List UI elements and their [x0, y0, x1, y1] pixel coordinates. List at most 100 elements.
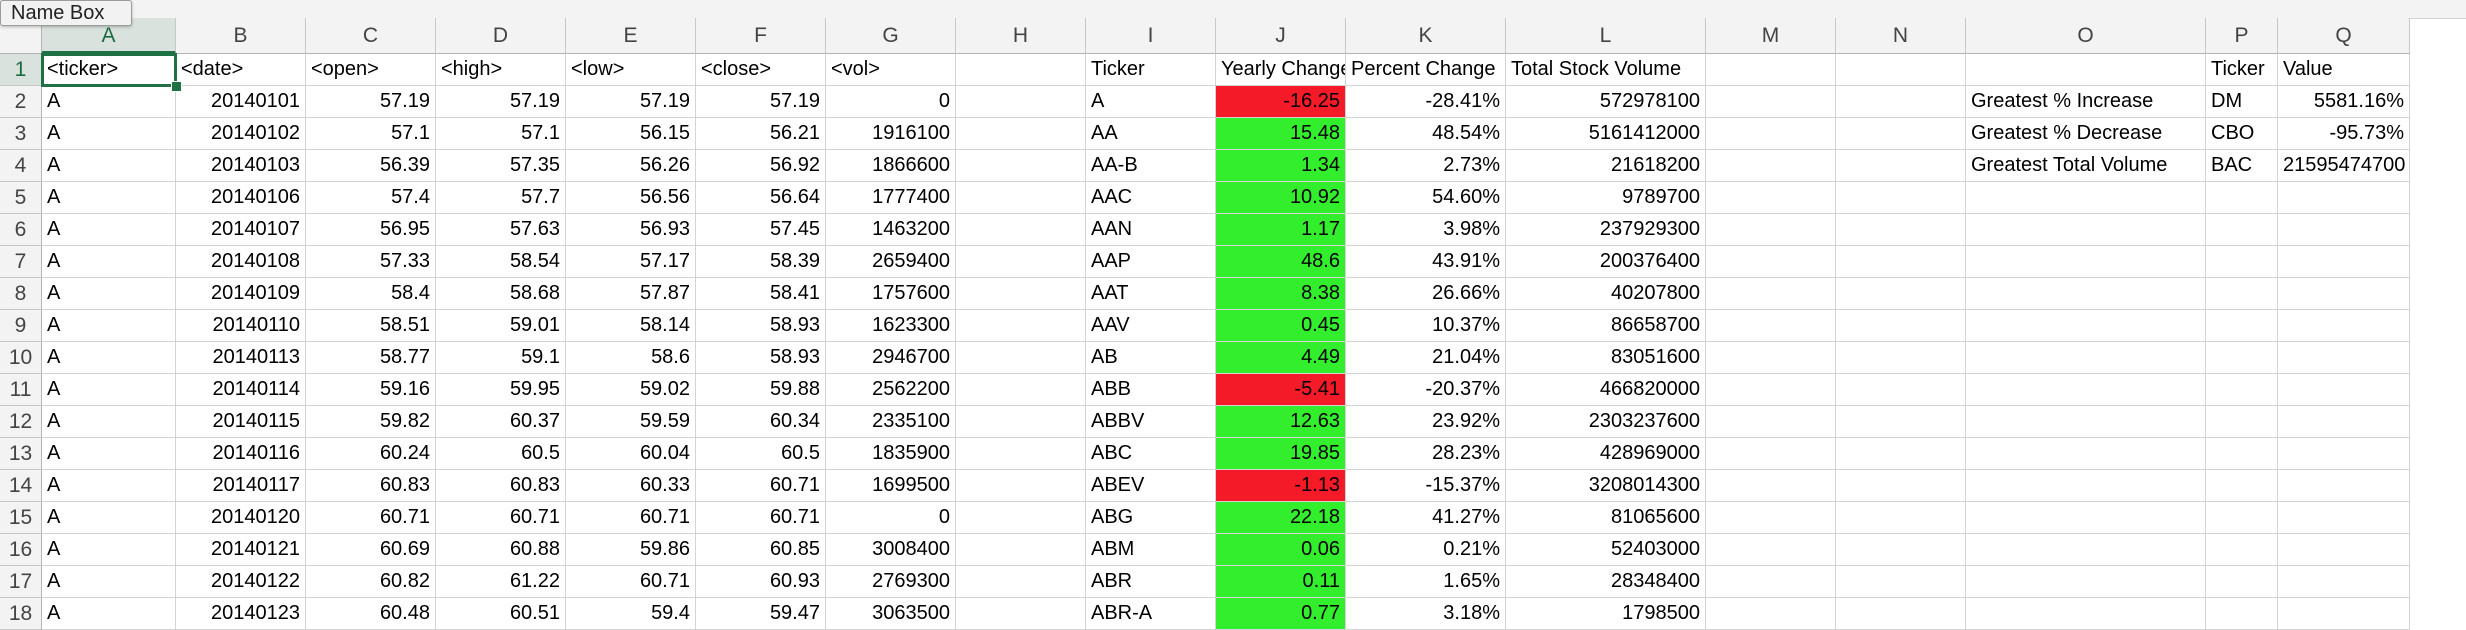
- cell-p14[interactable]: [2206, 470, 2278, 502]
- cell-i6[interactable]: AAN: [1086, 214, 1216, 246]
- cell-l8[interactable]: 40207800: [1506, 278, 1706, 310]
- cell-m4[interactable]: [1706, 150, 1836, 182]
- cell-i11[interactable]: ABB: [1086, 374, 1216, 406]
- row-header-1[interactable]: 1: [0, 54, 42, 86]
- cell-q1[interactable]: Value: [2278, 54, 2410, 86]
- cell-d11[interactable]: 59.95: [436, 374, 566, 406]
- cell-e17[interactable]: 60.71: [566, 566, 696, 598]
- cell-o9[interactable]: [1966, 310, 2206, 342]
- row-header-15[interactable]: 15: [0, 502, 42, 534]
- cell-p18[interactable]: [2206, 598, 2278, 630]
- cell-d10[interactable]: 59.1: [436, 342, 566, 374]
- cell-i4[interactable]: AA-B: [1086, 150, 1216, 182]
- cell-g18[interactable]: 3063500: [826, 598, 956, 630]
- cell-c11[interactable]: 59.16: [306, 374, 436, 406]
- column-header-p[interactable]: P: [2206, 18, 2278, 54]
- cell-o16[interactable]: [1966, 534, 2206, 566]
- cell-b11[interactable]: 20140114: [176, 374, 306, 406]
- cell-i18[interactable]: ABR-A: [1086, 598, 1216, 630]
- cell-p3[interactable]: CBO: [2206, 118, 2278, 150]
- cell-g14[interactable]: 1699500: [826, 470, 956, 502]
- cell-p7[interactable]: [2206, 246, 2278, 278]
- cell-m7[interactable]: [1706, 246, 1836, 278]
- cell-g8[interactable]: 1757600: [826, 278, 956, 310]
- cell-q11[interactable]: [2278, 374, 2410, 406]
- cell-h1[interactable]: [956, 54, 1086, 86]
- cell-a10[interactable]: A: [42, 342, 176, 374]
- cell-f12[interactable]: 60.34: [696, 406, 826, 438]
- cell-f15[interactable]: 60.71: [696, 502, 826, 534]
- cell-a6[interactable]: A: [42, 214, 176, 246]
- cell-d1[interactable]: <high>: [436, 54, 566, 86]
- cell-b13[interactable]: 20140116: [176, 438, 306, 470]
- cell-i13[interactable]: ABC: [1086, 438, 1216, 470]
- cell-g4[interactable]: 1866600: [826, 150, 956, 182]
- cell-f13[interactable]: 60.5: [696, 438, 826, 470]
- cell-b12[interactable]: 20140115: [176, 406, 306, 438]
- cell-k17[interactable]: 1.65%: [1346, 566, 1506, 598]
- cell-p1[interactable]: Ticker: [2206, 54, 2278, 86]
- cell-c12[interactable]: 59.82: [306, 406, 436, 438]
- row-header-10[interactable]: 10: [0, 342, 42, 374]
- cell-o15[interactable]: [1966, 502, 2206, 534]
- cell-f6[interactable]: 57.45: [696, 214, 826, 246]
- cell-l11[interactable]: 466820000: [1506, 374, 1706, 406]
- cell-j14[interactable]: -1.13: [1216, 470, 1346, 502]
- cell-g3[interactable]: 1916100: [826, 118, 956, 150]
- cell-j15[interactable]: 22.18: [1216, 502, 1346, 534]
- cell-m3[interactable]: [1706, 118, 1836, 150]
- cell-k10[interactable]: 21.04%: [1346, 342, 1506, 374]
- cell-j6[interactable]: 1.17: [1216, 214, 1346, 246]
- cell-h14[interactable]: [956, 470, 1086, 502]
- cell-b5[interactable]: 20140106: [176, 182, 306, 214]
- cell-h7[interactable]: [956, 246, 1086, 278]
- row-header-7[interactable]: 7: [0, 246, 42, 278]
- cell-f16[interactable]: 60.85: [696, 534, 826, 566]
- cell-d18[interactable]: 60.51: [436, 598, 566, 630]
- cell-h12[interactable]: [956, 406, 1086, 438]
- cell-n15[interactable]: [1836, 502, 1966, 534]
- cell-o4[interactable]: Greatest Total Volume: [1966, 150, 2206, 182]
- cell-f11[interactable]: 59.88: [696, 374, 826, 406]
- cell-b18[interactable]: 20140123: [176, 598, 306, 630]
- cell-d3[interactable]: 57.1: [436, 118, 566, 150]
- cell-d7[interactable]: 58.54: [436, 246, 566, 278]
- cell-m15[interactable]: [1706, 502, 1836, 534]
- cell-f2[interactable]: 57.19: [696, 86, 826, 118]
- cell-m9[interactable]: [1706, 310, 1836, 342]
- cell-e3[interactable]: 56.15: [566, 118, 696, 150]
- cell-c10[interactable]: 58.77: [306, 342, 436, 374]
- cell-g13[interactable]: 1835900: [826, 438, 956, 470]
- cell-e16[interactable]: 59.86: [566, 534, 696, 566]
- cell-j17[interactable]: 0.11: [1216, 566, 1346, 598]
- cell-h10[interactable]: [956, 342, 1086, 374]
- cell-e7[interactable]: 57.17: [566, 246, 696, 278]
- cell-a8[interactable]: A: [42, 278, 176, 310]
- cell-p12[interactable]: [2206, 406, 2278, 438]
- cell-a15[interactable]: A: [42, 502, 176, 534]
- cell-c9[interactable]: 58.51: [306, 310, 436, 342]
- cell-i10[interactable]: AB: [1086, 342, 1216, 374]
- cell-g16[interactable]: 3008400: [826, 534, 956, 566]
- column-header-k[interactable]: K: [1346, 18, 1506, 54]
- cell-h5[interactable]: [956, 182, 1086, 214]
- cell-k15[interactable]: 41.27%: [1346, 502, 1506, 534]
- cell-a13[interactable]: A: [42, 438, 176, 470]
- cell-i8[interactable]: AAT: [1086, 278, 1216, 310]
- cell-g17[interactable]: 2769300: [826, 566, 956, 598]
- row-header-8[interactable]: 8: [0, 278, 42, 310]
- cell-m12[interactable]: [1706, 406, 1836, 438]
- cell-h6[interactable]: [956, 214, 1086, 246]
- cell-q5[interactable]: [2278, 182, 2410, 214]
- cell-m8[interactable]: [1706, 278, 1836, 310]
- cell-p9[interactable]: [2206, 310, 2278, 342]
- cell-e9[interactable]: 58.14: [566, 310, 696, 342]
- cell-o8[interactable]: [1966, 278, 2206, 310]
- cell-i1[interactable]: Ticker: [1086, 54, 1216, 86]
- cell-h3[interactable]: [956, 118, 1086, 150]
- name-box[interactable]: Name Box: [0, 0, 132, 26]
- cell-p6[interactable]: [2206, 214, 2278, 246]
- cell-b10[interactable]: 20140113: [176, 342, 306, 374]
- cell-m5[interactable]: [1706, 182, 1836, 214]
- cell-f8[interactable]: 58.41: [696, 278, 826, 310]
